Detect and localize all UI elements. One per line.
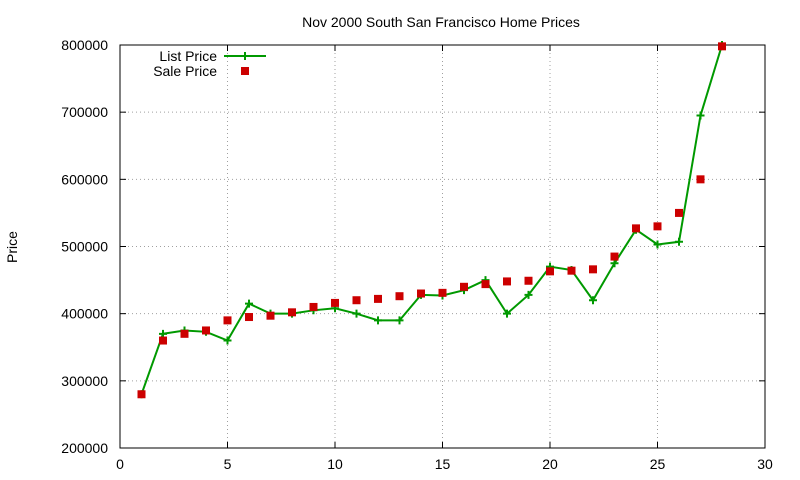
sale-price-point	[632, 224, 640, 233]
sale-price-point	[395, 292, 404, 301]
list-price-point	[696, 111, 705, 120]
legend-square-marker	[241, 67, 249, 75]
chart-title: Nov 2000 South San Francisco Home Prices	[302, 14, 580, 30]
sale-price-point	[309, 302, 318, 311]
x-tick-label: 25	[650, 456, 666, 472]
sale-price-point	[352, 296, 361, 305]
sale-price-point	[180, 329, 189, 338]
series-sale-price	[137, 42, 726, 399]
sale-price-point	[417, 289, 425, 298]
list-price-point	[395, 316, 404, 325]
sale-price-point	[503, 277, 511, 286]
axis-ticks: 0 5 10 15 20 25 30 200000 300000 400000 500000 6000…	[61, 37, 773, 472]
list-price-point	[245, 299, 253, 308]
list-price-point	[653, 240, 662, 249]
sale-price-point	[438, 288, 447, 297]
sale-price-point	[266, 311, 275, 320]
list-price-point	[524, 290, 533, 299]
x-tick-label: 15	[435, 456, 451, 472]
sale-price-point	[718, 42, 726, 51]
list-price-point	[223, 336, 232, 345]
y-tick-label: 400000	[61, 306, 108, 322]
list-price-point	[374, 316, 382, 325]
list-price-point	[503, 309, 511, 318]
y-tick-label: 600000	[61, 171, 108, 187]
sale-price-point	[546, 267, 554, 276]
sale-price-point	[696, 175, 705, 184]
list-price-point	[159, 329, 167, 338]
sale-price-point	[653, 222, 662, 231]
sale-price-point	[460, 282, 468, 291]
sale-price-point	[524, 276, 533, 285]
legend-label: List Price	[159, 48, 217, 64]
x-tick-label: 30	[757, 456, 773, 472]
sale-price-point	[245, 313, 253, 322]
x-tick-label: 10	[327, 456, 343, 472]
sale-price-point	[331, 298, 339, 307]
sale-price-point	[675, 208, 683, 217]
sale-price-point	[288, 308, 296, 317]
series-layer	[137, 41, 726, 399]
sale-price-point	[159, 336, 167, 345]
y-tick-label: 700000	[61, 104, 108, 120]
list-price-point	[610, 259, 619, 268]
x-tick-label: 0	[116, 456, 124, 472]
x-tick-label: 20	[542, 456, 558, 472]
y-tick-label: 500000	[61, 239, 108, 255]
sale-price-point	[567, 266, 576, 275]
sale-price-point	[223, 316, 232, 325]
list-price-point	[589, 296, 597, 305]
legend-label: Sale Price	[153, 63, 217, 79]
sale-price-point	[374, 294, 382, 303]
sale-price-point	[137, 390, 146, 399]
y-tick-label: 200000	[61, 440, 108, 456]
list-price-point	[352, 309, 361, 318]
y-tick-label: 800000	[61, 37, 108, 53]
y-axis-label: Price	[4, 231, 20, 263]
sale-price-point	[481, 280, 490, 289]
sale-price-point	[610, 252, 619, 261]
list-price-point	[675, 237, 683, 246]
list-price-line	[140, 44, 723, 395]
y-tick-label: 300000	[61, 373, 108, 389]
sale-price-point	[202, 326, 210, 335]
grid-lines	[120, 45, 765, 448]
sale-price-point	[589, 265, 597, 274]
series-list-price	[137, 41, 726, 399]
legend-plus-marker	[241, 52, 249, 60]
x-tick-label: 5	[224, 456, 232, 472]
